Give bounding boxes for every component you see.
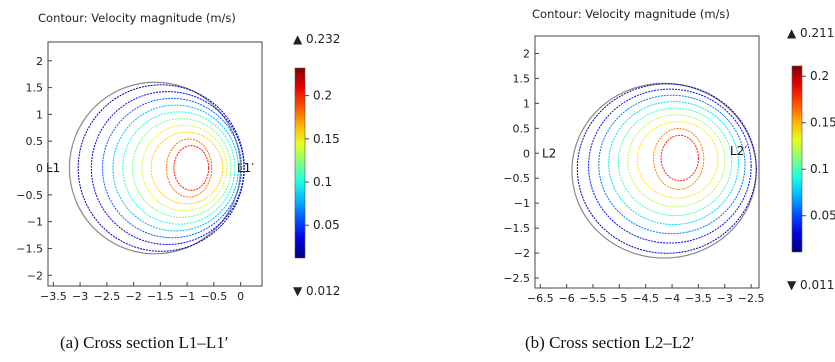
section-label-right: L1′ — [237, 161, 254, 175]
panel-b-plot: −6.5 −6 −5.5 −5 −4.5 −4 −3.5 −3 −2.5 2 1.5 1 0.5 0 −0.… — [503, 35, 765, 305]
colorbar-gradient — [791, 65, 803, 253]
colorbar-tick-label: 0.1 — [313, 175, 332, 189]
panel-a-title: Contour: Velocity magnitude (m/s) — [38, 11, 236, 25]
contour-line — [627, 114, 726, 208]
y-tick-label: 2 — [36, 55, 43, 68]
x-tick-label: −1 — [179, 290, 195, 303]
y-tick-label: −2 — [514, 247, 530, 260]
panel-a-plot: −3.5 −3 −2.5 −2 −1.5 −1 −0.5 0 2 1.5 1 0.5 0 −0.5 −1 −1… — [16, 41, 263, 303]
x-tick-label: −0.5 — [200, 290, 227, 303]
section-label-right: L2′ — [730, 144, 747, 158]
x-tick-label: −6.5 — [527, 292, 554, 305]
contour-line — [77, 84, 245, 252]
x-tick-label: −4 — [664, 292, 680, 305]
pipe-boundary — [68, 81, 242, 255]
colorbar-tick-label: 0.2 — [313, 89, 332, 103]
contour-line — [588, 88, 752, 244]
colorbar-tick-label: 0.05 — [313, 218, 340, 232]
x-tick-label: −5 — [611, 292, 627, 305]
contour-line — [173, 145, 210, 191]
x-tick-label: 0 — [237, 290, 244, 303]
y-tick-label: 1 — [523, 97, 530, 110]
plot-frame — [47, 41, 263, 287]
contour-line — [636, 121, 719, 199]
panel-b-colorbar: 0.2 0.15 0.1 0.05 — [791, 65, 835, 253]
y-tick-label: −1 — [27, 216, 43, 229]
panel-b-colorbar-max: ▲ 0.211 — [787, 26, 835, 40]
contour-line — [598, 94, 746, 235]
y-tick-label: −1.5 — [503, 222, 530, 235]
contour-line — [112, 104, 239, 232]
contour-line — [131, 118, 232, 218]
contour-line — [102, 97, 243, 239]
x-tick-label: −2.5 — [93, 290, 120, 303]
x-tick-label: −2 — [125, 290, 141, 303]
panel-b-colorbar-min: ▼ 0.011 — [787, 278, 835, 292]
colorbar-tick-label: 0.15 — [810, 116, 835, 130]
panel-b-caption: (b) Cross section L2–L2′ — [525, 333, 695, 352]
y-tick-label: 0 — [523, 147, 530, 160]
y-tick-label: 2 — [523, 47, 530, 60]
y-tick-label: −2 — [27, 269, 43, 282]
contour-line — [653, 127, 705, 190]
y-tick-label: −1 — [514, 197, 530, 210]
y-tick-label: 1.5 — [26, 82, 44, 95]
pipe-boundary — [571, 82, 757, 259]
y-tick-label: 1 — [36, 108, 43, 121]
colorbar-tick-label: 0.05 — [810, 209, 835, 223]
panel-b-title: Contour: Velocity magnitude (m/s) — [532, 7, 730, 21]
colorbar-tick-label: 0.2 — [810, 69, 829, 83]
colorbar-tick-label: 0.1 — [810, 162, 829, 176]
colorbar-tick-label: 0.15 — [313, 132, 340, 146]
y-tick-label: 0.5 — [513, 122, 531, 135]
contour-line — [150, 131, 224, 205]
x-tick-label: −2.5 — [738, 292, 765, 305]
x-tick-label: −5.5 — [580, 292, 607, 305]
contour-line — [608, 101, 739, 226]
y-tick-label: 1.5 — [513, 72, 531, 85]
contour-line — [141, 124, 228, 212]
x-tick-label: −6 — [559, 292, 575, 305]
x-tick-label: −3.5 — [40, 290, 67, 303]
contour-line — [576, 83, 757, 254]
y-tick-label: −0.5 — [16, 189, 43, 202]
contour-line — [617, 107, 733, 217]
y-tick-label: 0.5 — [26, 135, 44, 148]
panel-a-colorbar: 0.2 0.15 0.1 0.05 — [294, 67, 340, 259]
colorbar-gradient — [294, 67, 306, 259]
x-tick-label: −3.5 — [685, 292, 712, 305]
contour-line — [90, 91, 245, 245]
panel-a-colorbar-max: ▲ 0.232 — [293, 32, 341, 46]
panel-a-colorbar-min: ▼ 0.012 — [293, 284, 341, 298]
y-tick-label: −2.5 — [503, 272, 530, 285]
contour-line — [660, 134, 699, 182]
contour-line — [165, 138, 213, 198]
section-label-left: L2 — [542, 146, 556, 160]
x-tick-label: −1.5 — [147, 290, 174, 303]
y-tick-label: 0 — [36, 162, 43, 175]
panel-a-caption: (a) Cross section L1–L1′ — [60, 333, 229, 352]
section-label-left: L1 — [46, 161, 60, 175]
plot-frame — [534, 35, 760, 289]
x-tick-label: −3 — [717, 292, 733, 305]
y-tick-label: −1.5 — [16, 242, 43, 255]
x-tick-label: −3 — [72, 290, 88, 303]
y-tick-label: −0.5 — [503, 172, 530, 185]
x-tick-label: −4.5 — [632, 292, 659, 305]
contour-line — [122, 111, 236, 225]
